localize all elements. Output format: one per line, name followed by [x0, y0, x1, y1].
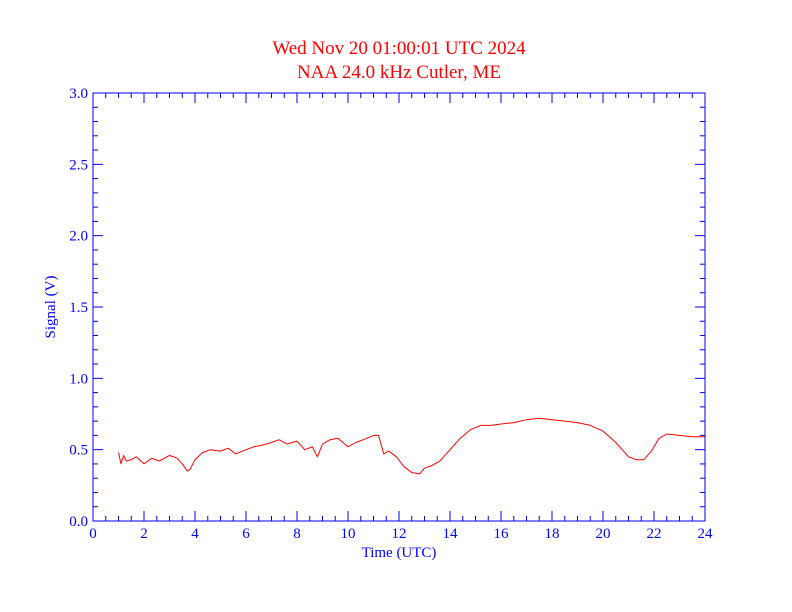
x-tick-label: 4 — [191, 526, 199, 542]
x-tick-label: 10 — [341, 526, 356, 542]
x-tick-label: 6 — [242, 526, 250, 542]
series-layer — [118, 417, 705, 475]
x-tick-label: 2 — [140, 526, 148, 542]
x-tick-label: 18 — [545, 526, 560, 542]
y-axis-label: Signal (V) — [43, 276, 59, 339]
x-tick-label: 14 — [443, 526, 459, 542]
x-tick-label: 0 — [89, 526, 97, 542]
x-tick-label: 24 — [698, 526, 714, 542]
series-line-0 — [118, 417, 705, 475]
y-tick-label: 2.0 — [69, 229, 88, 245]
chart-subtitle: NAA 24.0 kHz Cutler, ME — [297, 62, 501, 83]
chart-title: Wed Nov 20 01:00:01 UTC 2024 — [272, 38, 526, 59]
x-axis: 0 2 4 6 8 10 12 14 16 18 20 22 24 — [89, 93, 713, 542]
x-axis-label: Time (UTC) — [362, 545, 437, 561]
y-tick-label: 0.5 — [69, 443, 88, 459]
y-tick-label: 1.0 — [69, 371, 88, 387]
y-axis: 0.0 0.5 1.0 1.5 2.0 2.5 3.0 — [69, 86, 705, 530]
y-tick-label: 3.0 — [69, 86, 88, 102]
x-tick-label: 12 — [392, 526, 407, 542]
y-tick-label: 2.5 — [69, 157, 88, 173]
x-tick-label: 20 — [596, 526, 611, 542]
x-tick-label: 16 — [494, 526, 510, 542]
plot-frame — [92, 92, 706, 522]
y-tick-label: 0.0 — [69, 514, 88, 530]
x-tick-label: 22 — [647, 526, 662, 542]
x-tick-label: 8 — [293, 526, 301, 542]
y-tick-label: 1.5 — [69, 300, 88, 316]
